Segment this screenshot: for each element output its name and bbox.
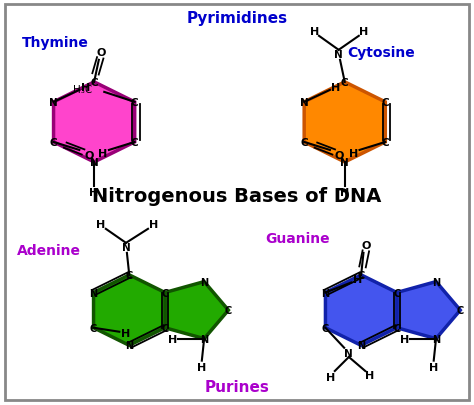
- Text: C: C: [131, 138, 138, 147]
- Text: C: C: [161, 288, 169, 298]
- Text: C: C: [50, 138, 57, 147]
- Text: C: C: [301, 138, 308, 147]
- Polygon shape: [397, 282, 460, 339]
- Polygon shape: [93, 275, 165, 345]
- Polygon shape: [54, 83, 135, 162]
- Text: N: N: [49, 98, 58, 108]
- Polygon shape: [326, 275, 397, 345]
- Text: O: O: [97, 48, 106, 58]
- Text: C: C: [131, 98, 138, 108]
- Text: H: H: [310, 27, 319, 36]
- Text: Cytosine: Cytosine: [347, 46, 415, 60]
- Text: N: N: [200, 334, 208, 344]
- Text: C: C: [161, 323, 169, 333]
- Text: Guanine: Guanine: [265, 232, 330, 245]
- Text: H: H: [340, 188, 349, 198]
- Text: H: H: [331, 83, 341, 92]
- Text: C: C: [393, 288, 401, 298]
- Text: H: H: [98, 149, 108, 159]
- Text: C: C: [225, 305, 232, 315]
- Text: N: N: [334, 50, 343, 60]
- Text: C: C: [341, 78, 348, 87]
- Text: Adenine: Adenine: [17, 243, 81, 258]
- Text: H: H: [327, 372, 336, 382]
- Text: O: O: [361, 240, 371, 250]
- Text: N: N: [357, 341, 365, 350]
- Text: H: H: [400, 334, 409, 344]
- Text: N: N: [125, 341, 133, 350]
- Text: H: H: [353, 275, 362, 285]
- Text: H: H: [359, 27, 368, 36]
- Text: Thymine: Thymine: [21, 36, 88, 50]
- Text: H: H: [365, 370, 374, 380]
- Text: H: H: [168, 334, 177, 344]
- Text: N: N: [321, 288, 329, 298]
- Polygon shape: [304, 83, 385, 162]
- Text: H: H: [81, 83, 90, 92]
- Text: H: H: [90, 188, 99, 198]
- Text: N: N: [300, 98, 309, 108]
- Text: O: O: [335, 150, 344, 160]
- Text: C: C: [382, 138, 389, 147]
- Text: N: N: [200, 277, 208, 287]
- Text: H₃C: H₃C: [73, 85, 92, 94]
- Text: N: N: [345, 348, 353, 358]
- Text: C: C: [456, 305, 464, 315]
- Text: C: C: [126, 270, 133, 280]
- Text: H: H: [121, 328, 130, 338]
- Text: N: N: [90, 158, 99, 168]
- Text: C: C: [357, 270, 365, 280]
- Text: H: H: [149, 219, 158, 229]
- Text: Nitrogenous Bases of DNA: Nitrogenous Bases of DNA: [92, 187, 382, 206]
- Text: N: N: [122, 242, 130, 252]
- Text: C: C: [382, 98, 389, 108]
- Text: N: N: [340, 158, 349, 168]
- Polygon shape: [165, 282, 228, 339]
- Text: C: C: [322, 323, 329, 333]
- Text: Purines: Purines: [205, 379, 269, 394]
- Text: H: H: [96, 219, 105, 229]
- Text: C: C: [90, 323, 97, 333]
- Text: O: O: [84, 150, 93, 160]
- Text: Pyrimidines: Pyrimidines: [186, 11, 288, 26]
- Text: C: C: [91, 78, 98, 87]
- Text: H: H: [349, 149, 358, 159]
- Text: N: N: [432, 334, 440, 344]
- Text: N: N: [432, 277, 440, 287]
- Text: H: H: [429, 362, 438, 372]
- Text: C: C: [393, 323, 401, 333]
- Text: N: N: [90, 288, 98, 298]
- Text: H: H: [197, 362, 207, 372]
